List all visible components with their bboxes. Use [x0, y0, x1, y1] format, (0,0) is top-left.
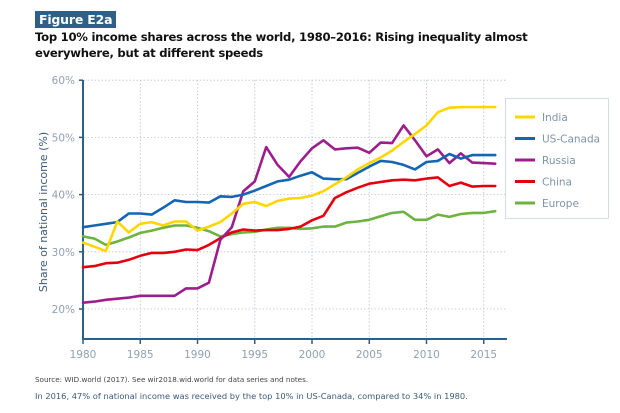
series-lines: [81, 105, 497, 305]
y-axis-title: Share of national income (%): [37, 132, 50, 292]
legend-label-india: India: [542, 112, 568, 124]
figure-badge: Figure E2a: [35, 11, 117, 28]
series-line-us-canada: [81, 152, 497, 229]
y-tick-label: 40%: [52, 190, 75, 202]
axes: [82, 80, 507, 340]
y-tick-label: 60%: [52, 75, 75, 87]
chart-title: Top 10% income shares across the world, …: [35, 30, 528, 60]
legend: India US-Canada Russia China Europe: [505, 98, 609, 219]
y-tick-label: 30%: [52, 247, 75, 259]
x-tick-label: 1995: [241, 349, 268, 361]
x-tick-label: 2010: [413, 349, 440, 361]
source-note: Source: WID.world (2017). See wir2018.wi…: [35, 375, 309, 384]
y-ticks: 20% 30% 40% 50% 60%: [52, 75, 83, 316]
x-tick-label: 2005: [356, 349, 383, 361]
x-tick-label: 1985: [127, 349, 154, 361]
legend-label-russia: Russia: [542, 155, 576, 167]
y-tick-label: 50%: [52, 132, 75, 144]
series-line-china: [81, 176, 497, 269]
series-line-india: [81, 105, 497, 253]
interpretation-note: In 2016, 47% of national income was rece…: [35, 391, 468, 401]
x-tick-label: 2000: [299, 349, 326, 361]
y-tick-label: 20%: [52, 304, 75, 316]
legend-label-china: China: [542, 177, 572, 189]
x-tick-label: 1980: [70, 349, 97, 361]
line-chart: 20% 30% 40% 50% 60% 1980 1985 1990 1995 2000 2005…: [37, 75, 609, 361]
gridlines: [84, 79, 507, 338]
x-tick-label: 2015: [470, 349, 497, 361]
legend-label-us-canada: US-Canada: [542, 134, 600, 146]
legend-label-europe: Europe: [542, 198, 579, 210]
series-line-russia: [81, 124, 497, 305]
x-tick-label: 1990: [184, 349, 211, 361]
x-ticks: 1980 1985 1990 1995 2000 2005 2010 2015: [70, 339, 497, 361]
